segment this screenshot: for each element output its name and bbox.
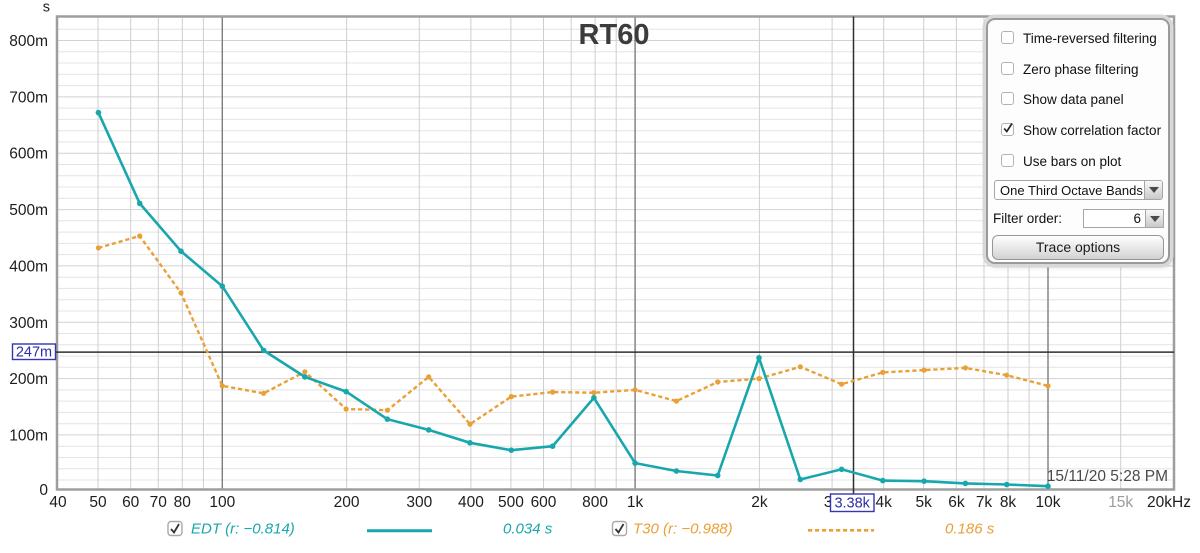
- svg-text:200: 200: [334, 494, 360, 511]
- svg-text:15k: 15k: [1108, 494, 1133, 511]
- svg-text:EDT (r: −0.814): EDT (r: −0.814): [191, 521, 295, 538]
- svg-text:600m: 600m: [9, 146, 48, 163]
- svg-text:s: s: [43, 0, 50, 16]
- svg-text:3.38k: 3.38k: [834, 496, 870, 512]
- svg-text:1k: 1k: [627, 494, 644, 511]
- svg-text:80: 80: [174, 494, 192, 511]
- svg-text:7k: 7k: [976, 494, 993, 511]
- svg-text:800m: 800m: [9, 33, 48, 50]
- svg-text:70: 70: [150, 494, 168, 511]
- svg-text:0: 0: [39, 482, 48, 499]
- svg-text:10k: 10k: [1036, 494, 1061, 511]
- svg-text:200m: 200m: [9, 371, 48, 388]
- svg-text:400m: 400m: [9, 258, 48, 275]
- svg-text:500: 500: [498, 494, 524, 511]
- svg-text:50: 50: [89, 494, 107, 511]
- svg-text:6k: 6k: [948, 494, 965, 511]
- svg-text:5k: 5k: [916, 494, 933, 511]
- svg-text:T30 (r: −0.988): T30 (r: −0.988): [633, 521, 733, 538]
- svg-text:4k: 4k: [876, 494, 893, 511]
- svg-text:700m: 700m: [9, 89, 48, 106]
- svg-text:2k: 2k: [751, 494, 768, 511]
- svg-text:400: 400: [458, 494, 484, 511]
- svg-text:0.034 s: 0.034 s: [503, 521, 553, 538]
- svg-text:20kHz: 20kHz: [1147, 494, 1191, 511]
- svg-text:500m: 500m: [9, 202, 48, 219]
- svg-text:60: 60: [122, 494, 140, 511]
- svg-text:RT60: RT60: [579, 19, 650, 51]
- svg-text:100: 100: [209, 494, 235, 511]
- svg-text:100m: 100m: [9, 427, 48, 444]
- svg-text:8k: 8k: [1000, 494, 1017, 511]
- svg-text:800: 800: [582, 494, 608, 511]
- svg-text:15/11/20 5:28 PM: 15/11/20 5:28 PM: [1047, 468, 1168, 485]
- svg-text:247m: 247m: [16, 345, 52, 361]
- svg-text:300m: 300m: [9, 315, 48, 332]
- svg-text:0.186 s: 0.186 s: [945, 521, 995, 538]
- svg-text:300: 300: [406, 494, 432, 511]
- svg-text:600: 600: [531, 494, 557, 511]
- svg-text:40: 40: [49, 494, 67, 511]
